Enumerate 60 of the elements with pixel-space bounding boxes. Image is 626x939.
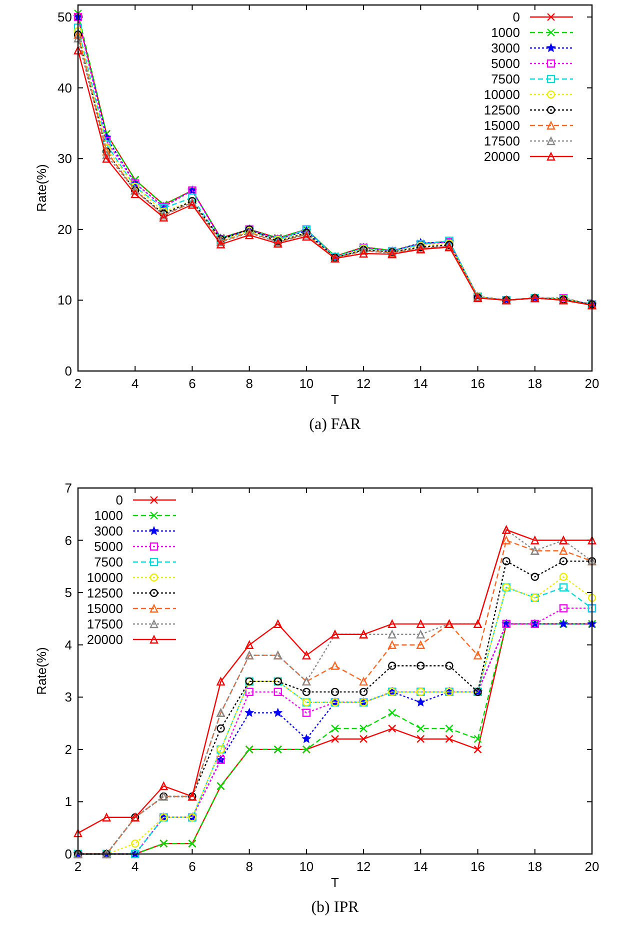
y-tick-label: 20 — [58, 222, 72, 237]
x-tick-label: 2 — [74, 376, 82, 391]
x-tick-label: 8 — [246, 376, 253, 391]
y-axis-title: Rate(%) — [34, 164, 49, 212]
legend-label: 12500 — [86, 586, 123, 600]
legend-label: 5000 — [491, 56, 520, 71]
x-tick-label: 18 — [528, 376, 542, 391]
y-tick-label: 40 — [58, 80, 72, 96]
legend-label: 10000 — [484, 87, 520, 102]
x-axis-title: T — [331, 875, 340, 890]
legend-label: 7500 — [491, 72, 520, 86]
text: (a) FAR — [309, 416, 362, 433]
y-tick-label: 5 — [64, 585, 72, 600]
legend-label: 17500 — [484, 134, 520, 148]
y-tick-label: 4 — [64, 637, 72, 652]
legend-label: 15000 — [86, 601, 123, 616]
legend-label: 1000 — [491, 25, 520, 40]
y-tick-label: 10 — [58, 292, 72, 308]
legend-label: 0 — [116, 492, 123, 508]
x-tick-label: 8 — [246, 859, 253, 874]
x-tick-label: 4 — [131, 376, 139, 391]
x-tick-label: 20 — [584, 376, 600, 391]
y-tick-label: 3 — [64, 690, 72, 705]
x-tick-label: 6 — [188, 859, 196, 874]
legend-label: 12500 — [484, 102, 520, 118]
x-tick-label: 16 — [470, 859, 486, 874]
legend-label: 15000 — [484, 118, 520, 133]
x-tick-label: 18 — [528, 859, 542, 874]
y-tick-label: 1 — [64, 794, 72, 810]
y-tick-label: 7 — [64, 480, 72, 496]
x-tick-label: 6 — [188, 376, 196, 391]
legend-label: 0 — [512, 10, 520, 24]
x-tick-label: 4 — [131, 859, 139, 874]
legend-label: 17500 — [86, 616, 123, 632]
x-tick-label: 14 — [413, 859, 428, 874]
x-axis-title: T — [331, 392, 340, 407]
y-tick-label: 0 — [64, 846, 72, 862]
x-tick-label: 2 — [74, 859, 82, 874]
legend-label: 20000 — [86, 632, 123, 647]
x-tick-label: 12 — [356, 859, 371, 874]
legend-label: 20000 — [484, 149, 520, 164]
legend-label: 10000 — [86, 570, 123, 585]
text: (b) IPR — [311, 899, 360, 916]
x-tick-label: 12 — [356, 376, 371, 391]
y-tick-label: 50 — [58, 10, 72, 25]
y-axis-title: Rate(%) — [34, 647, 49, 695]
x-tick-label: 20 — [584, 859, 600, 874]
x-tick-label: 14 — [413, 376, 428, 391]
legend-label: 1000 — [94, 508, 123, 523]
legend-label: 3000 — [94, 524, 123, 538]
x-tick-label: 10 — [299, 859, 314, 874]
legend-label: 7500 — [94, 554, 123, 570]
legend-label: 5000 — [94, 539, 123, 554]
x-tick-label: 10 — [299, 376, 314, 391]
y-tick-label: 0 — [64, 364, 72, 378]
y-tick-label: 30 — [58, 151, 72, 166]
legend-label: 3000 — [491, 40, 520, 56]
y-tick-label: 6 — [64, 532, 72, 548]
y-tick-label: 2 — [64, 742, 72, 757]
x-tick-label: 16 — [470, 376, 486, 391]
